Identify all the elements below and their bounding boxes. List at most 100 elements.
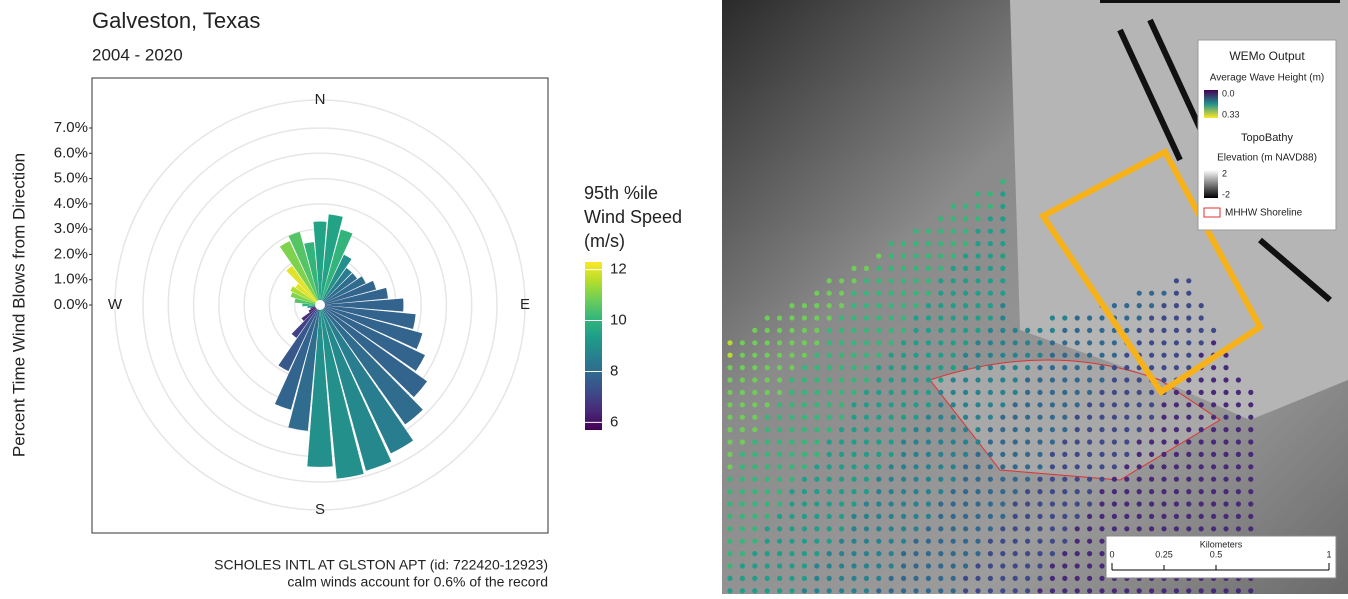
wave-point: [975, 315, 981, 321]
wave-point: [1186, 526, 1192, 532]
bar: [301, 305, 320, 321]
wave-point: [913, 303, 919, 309]
wave-point: [801, 501, 808, 507]
wave-point: [1223, 389, 1229, 395]
wave-point: [1025, 526, 1031, 532]
wave-point: [764, 427, 770, 433]
wave-point: [789, 538, 795, 544]
wave-point: [888, 278, 894, 284]
wave-point: [938, 414, 944, 420]
wave-point: [752, 526, 758, 532]
wave-point: [1173, 278, 1179, 284]
wave-point: [1000, 203, 1006, 209]
wave-point: [1087, 489, 1093, 495]
wave-point: [814, 501, 820, 507]
wave-point: [888, 402, 894, 408]
wave-point: [913, 315, 919, 321]
legend-label: MHHW Shoreline: [1225, 208, 1303, 219]
wave-point: [913, 352, 919, 358]
wave-point: [1025, 551, 1031, 557]
wave-point: [777, 427, 783, 433]
wave-point: [789, 327, 795, 333]
wave-point: [901, 588, 907, 594]
wave-point: [888, 476, 894, 482]
wave-point: [752, 389, 758, 395]
wave-point: [975, 451, 981, 457]
wave-point: [863, 538, 870, 544]
wave-point: [789, 340, 795, 346]
bar: [320, 229, 353, 305]
wave-point: [814, 340, 820, 346]
wave-point: [863, 365, 870, 371]
wave-point: [1037, 340, 1043, 346]
bar: [320, 305, 364, 479]
bar: [320, 287, 388, 305]
y-tick-label: 6.0%: [54, 144, 88, 161]
wave-point: [752, 365, 758, 371]
wave-point: [826, 352, 832, 358]
wave-point: [987, 278, 994, 284]
wave-point: [1111, 439, 1117, 445]
wave-point: [1037, 501, 1043, 507]
wave-point: [826, 563, 832, 569]
wave-point: [1149, 352, 1155, 358]
wave-point: [1000, 575, 1006, 582]
wave-point: [1223, 352, 1229, 358]
wave-point: [826, 377, 832, 383]
wave-point: [1198, 501, 1204, 507]
y-tick-label: 5.0%: [54, 170, 88, 187]
wave-point: [888, 427, 894, 433]
wave-point: [1161, 427, 1167, 433]
wave-point: [888, 588, 894, 594]
wave-point: [1087, 451, 1093, 457]
wave-point: [1000, 489, 1006, 495]
wave-point: [1223, 464, 1229, 470]
wave-point: [1049, 513, 1055, 520]
wave-point: [963, 216, 969, 222]
wave-point: [1211, 513, 1217, 520]
wave-point: [764, 315, 770, 321]
wave-point: [777, 501, 783, 507]
wave-point: [1049, 315, 1055, 321]
wave-point: [901, 389, 907, 395]
wave-point: [876, 253, 882, 259]
wave-point: [888, 303, 894, 309]
wave-point: [1062, 315, 1068, 321]
wave-point: [963, 538, 969, 544]
wave-point: [888, 538, 894, 544]
wave-point: [950, 588, 956, 594]
wave-point: [1074, 389, 1080, 395]
wave-point: [727, 538, 733, 544]
wave-point: [1173, 476, 1179, 482]
wave-point: [1161, 464, 1167, 470]
wave-point: [1186, 476, 1192, 482]
scale-line: [1111, 563, 1330, 571]
bar: [302, 303, 320, 307]
wave-point: [789, 513, 795, 520]
wave-point: [777, 365, 783, 371]
wave-point: [1248, 513, 1254, 520]
wave-point: [789, 526, 795, 532]
wave-point: [925, 365, 932, 371]
wave-point: [863, 476, 870, 482]
wave-point: [777, 538, 783, 544]
wave-point: [1149, 427, 1155, 433]
wave-point: [1223, 476, 1229, 482]
legend-label: Elevation (m NAVD88): [1217, 153, 1317, 164]
wave-point: [863, 451, 870, 457]
wave-point: [901, 365, 907, 371]
wave-point: [901, 253, 907, 259]
wave-point: [975, 427, 981, 433]
wave-point: [789, 389, 795, 395]
wave-point: [814, 538, 820, 544]
wave-point: [963, 464, 969, 470]
wave-point: [901, 575, 907, 582]
wave-point: [1099, 501, 1105, 507]
wave-point: [789, 575, 795, 582]
wave-point: [987, 402, 994, 408]
wave-point: [1000, 241, 1006, 247]
wave-point: [1186, 352, 1192, 358]
wave-point: [876, 575, 882, 582]
wave-point: [1062, 402, 1068, 408]
wave-point: [1049, 563, 1055, 569]
